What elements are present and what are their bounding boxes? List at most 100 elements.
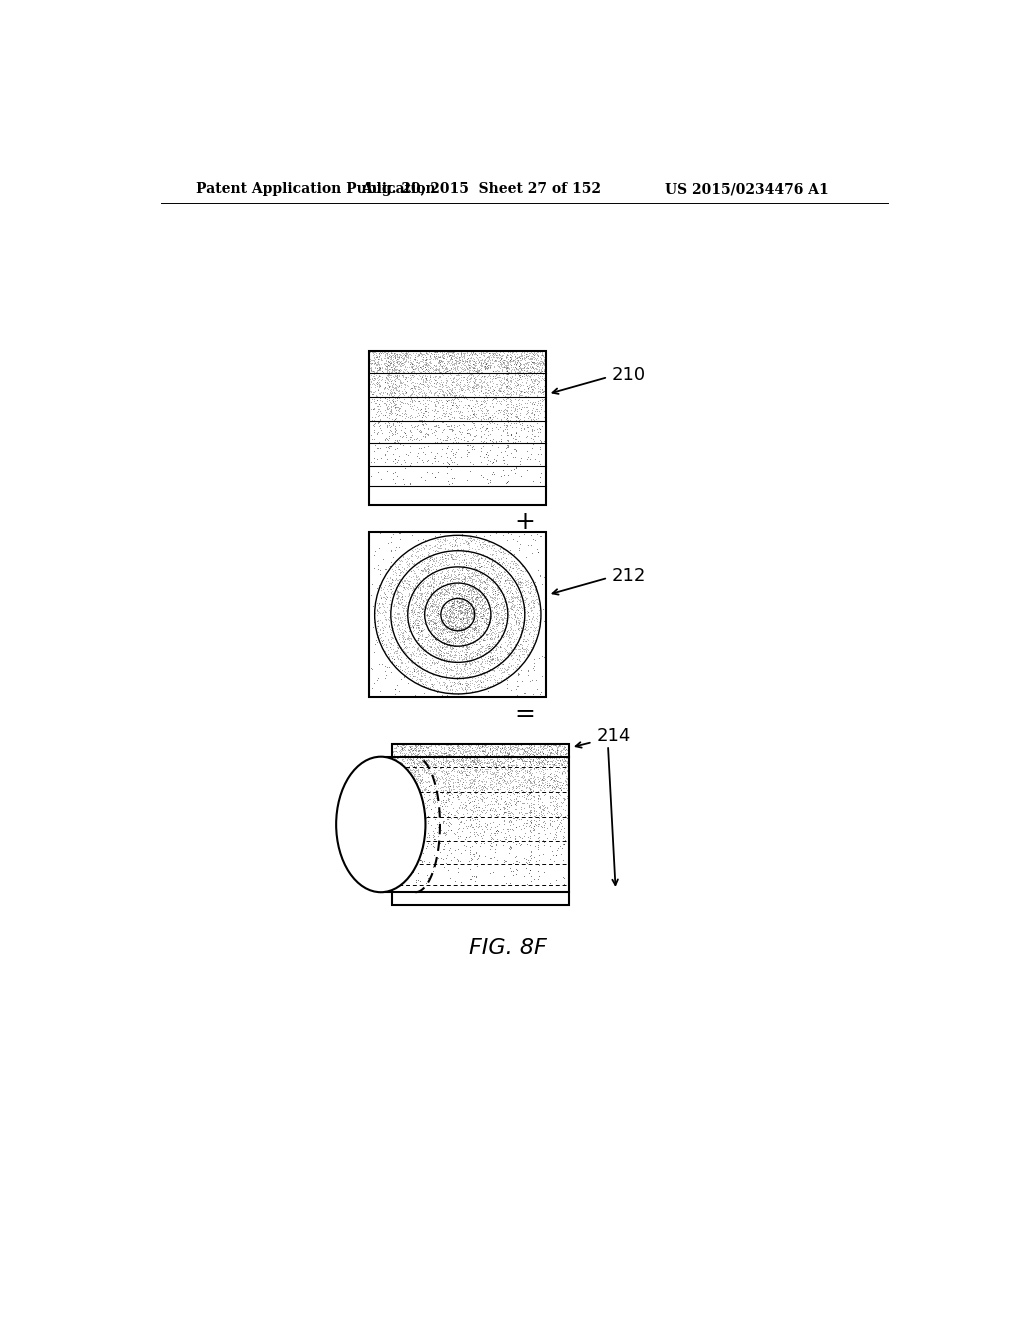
Point bbox=[443, 630, 460, 651]
Point bbox=[461, 776, 477, 797]
Point bbox=[471, 669, 487, 690]
Point bbox=[399, 348, 416, 370]
Point bbox=[553, 779, 569, 800]
Point bbox=[435, 652, 452, 673]
Point bbox=[371, 597, 387, 618]
Point bbox=[458, 573, 474, 594]
Point bbox=[496, 738, 512, 759]
Point bbox=[381, 594, 397, 615]
Point bbox=[437, 620, 454, 642]
Bar bbox=[392, 886, 569, 906]
Point bbox=[526, 393, 543, 414]
Point bbox=[501, 743, 517, 764]
Point bbox=[424, 358, 440, 379]
Point bbox=[458, 764, 474, 785]
Point bbox=[481, 429, 498, 450]
Point bbox=[475, 375, 492, 396]
Point bbox=[393, 776, 410, 797]
Point bbox=[453, 376, 469, 397]
Point bbox=[544, 788, 560, 809]
Point bbox=[461, 734, 477, 755]
Point bbox=[397, 766, 414, 787]
Point bbox=[380, 429, 396, 450]
Point bbox=[459, 616, 475, 638]
Point bbox=[513, 618, 529, 639]
Point bbox=[534, 462, 550, 483]
Point bbox=[462, 371, 478, 392]
Point bbox=[476, 579, 493, 601]
Point bbox=[365, 429, 381, 450]
Point bbox=[393, 591, 410, 612]
Point bbox=[460, 620, 476, 642]
Point bbox=[513, 607, 529, 628]
Point bbox=[367, 347, 383, 368]
Point bbox=[434, 345, 451, 366]
Point bbox=[387, 752, 403, 774]
Point bbox=[477, 626, 494, 647]
Point bbox=[418, 776, 434, 797]
Point bbox=[539, 775, 555, 796]
Point bbox=[499, 379, 515, 400]
Point bbox=[502, 574, 518, 595]
Point bbox=[419, 566, 435, 587]
Point bbox=[489, 672, 506, 693]
Point bbox=[461, 422, 477, 444]
Point bbox=[391, 624, 408, 645]
Point bbox=[407, 758, 423, 779]
Point bbox=[527, 581, 544, 602]
Point bbox=[437, 603, 454, 624]
Point bbox=[462, 352, 478, 374]
Point bbox=[445, 750, 462, 771]
Point bbox=[432, 648, 449, 669]
Point bbox=[409, 746, 425, 767]
Point bbox=[453, 590, 469, 611]
Point bbox=[431, 572, 447, 593]
Point bbox=[432, 758, 449, 779]
Point bbox=[520, 342, 537, 363]
Point bbox=[421, 375, 437, 396]
Point bbox=[475, 661, 492, 682]
Point bbox=[438, 628, 455, 649]
Point bbox=[457, 570, 473, 591]
Point bbox=[511, 409, 527, 430]
Point bbox=[458, 582, 474, 603]
Point bbox=[454, 620, 470, 642]
Point bbox=[512, 572, 528, 593]
Point bbox=[436, 824, 453, 845]
Point bbox=[427, 585, 443, 606]
Point bbox=[440, 803, 457, 824]
Point bbox=[389, 620, 406, 642]
Point bbox=[401, 607, 418, 628]
Point bbox=[465, 634, 481, 655]
Point bbox=[436, 644, 453, 665]
Point bbox=[494, 606, 510, 627]
Point bbox=[454, 593, 470, 614]
Point bbox=[529, 784, 546, 805]
Point bbox=[404, 358, 421, 379]
Point bbox=[415, 574, 431, 595]
Point bbox=[394, 595, 411, 616]
Point bbox=[417, 632, 433, 653]
Point bbox=[494, 564, 510, 585]
Point bbox=[464, 627, 480, 648]
Point bbox=[433, 792, 450, 813]
Point bbox=[515, 358, 531, 379]
Point bbox=[447, 566, 464, 587]
Point bbox=[482, 659, 499, 680]
Point bbox=[473, 376, 489, 397]
Point bbox=[430, 589, 446, 610]
Point bbox=[425, 342, 441, 363]
Point bbox=[417, 573, 433, 594]
Point bbox=[440, 628, 457, 649]
Point bbox=[464, 550, 480, 572]
Point bbox=[404, 354, 421, 375]
Point bbox=[458, 680, 474, 701]
Point bbox=[409, 589, 425, 610]
Point bbox=[468, 855, 484, 876]
Point bbox=[520, 795, 537, 816]
Point bbox=[553, 780, 569, 801]
Point bbox=[531, 605, 548, 626]
Point bbox=[474, 630, 490, 651]
Point bbox=[446, 582, 463, 603]
Point bbox=[456, 405, 472, 426]
